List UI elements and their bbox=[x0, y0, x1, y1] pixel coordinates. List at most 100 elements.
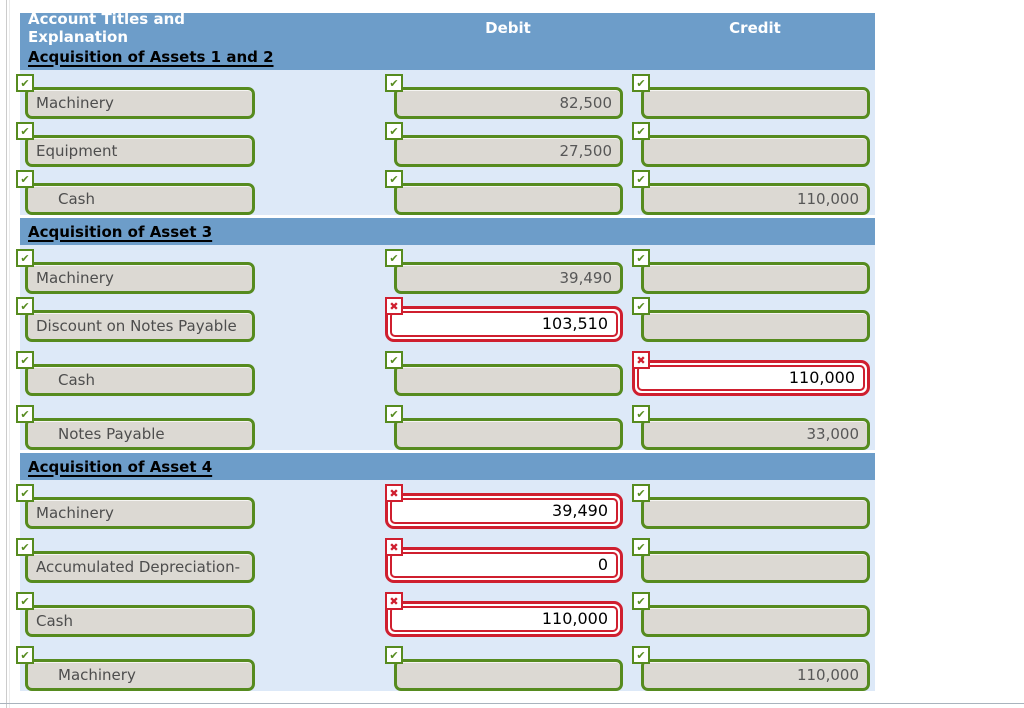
check-icon: ✔ bbox=[16, 249, 34, 267]
section-title-text: Acquisition of Assets 1 and 2 bbox=[28, 47, 274, 66]
debit-amount-input-incorrect[interactable]: 110,000 bbox=[385, 601, 623, 637]
journal-entry-table: Account Titles and Explanation Debit Cre… bbox=[16, 10, 875, 694]
check-icon: ✔ bbox=[16, 351, 34, 369]
credit-cell: ✔ bbox=[632, 74, 870, 119]
account-cell: ✔ Cash bbox=[16, 351, 255, 396]
check-icon: ✔ bbox=[16, 646, 34, 664]
account-title-input[interactable]: Accumulated Depreciation- bbox=[25, 551, 255, 583]
credit-amount-input[interactable] bbox=[641, 497, 870, 529]
check-icon: ✔ bbox=[16, 74, 34, 92]
debit-amount-input[interactable] bbox=[394, 183, 623, 215]
check-icon: ✔ bbox=[16, 405, 34, 423]
debit-cell: ✔ bbox=[385, 170, 623, 215]
account-cell: ✔ Machinery bbox=[16, 74, 255, 119]
credit-cell: ✖ 110,000 bbox=[632, 351, 870, 396]
check-icon: ✔ bbox=[385, 122, 403, 140]
debit-amount-input-incorrect[interactable]: 0 bbox=[385, 547, 623, 583]
credit-cell: ✔ bbox=[632, 538, 870, 583]
credit-amount-input[interactable] bbox=[641, 135, 870, 167]
account-title-input[interactable]: Machinery bbox=[25, 87, 255, 119]
debit-amount-input[interactable]: 27,500 bbox=[394, 135, 623, 167]
check-icon: ✔ bbox=[632, 484, 650, 502]
credit-amount-input[interactable] bbox=[641, 551, 870, 583]
credit-amount-input[interactable] bbox=[641, 605, 870, 637]
account-title-input[interactable]: Machinery bbox=[25, 659, 255, 691]
account-title-input[interactable]: Discount on Notes Payable bbox=[25, 310, 255, 342]
debit-amount-input[interactable]: 82,500 bbox=[394, 87, 623, 119]
check-icon: ✔ bbox=[632, 297, 650, 315]
check-icon: ✔ bbox=[632, 592, 650, 610]
section-rows: ✔ Machinery ✔ 82,500 ✔ ✔ Equipment ✔ 27,500 ✔ ✔ Cas… bbox=[16, 70, 875, 215]
debit-cell: ✔ bbox=[385, 351, 623, 396]
credit-amount-value[interactable]: 110,000 bbox=[637, 365, 865, 391]
credit-amount-input[interactable] bbox=[641, 310, 870, 342]
debit-amount-input[interactable]: 39,490 bbox=[394, 262, 623, 294]
debit-amount-input[interactable] bbox=[394, 418, 623, 450]
check-icon: ✔ bbox=[16, 170, 34, 188]
check-icon: ✔ bbox=[16, 538, 34, 556]
journal-row: ✔ Cash ✖ 110,000 ✔ bbox=[16, 592, 875, 637]
check-icon: ✔ bbox=[385, 405, 403, 423]
account-title-input[interactable]: Equipment bbox=[25, 135, 255, 167]
credit-cell: ✔ bbox=[632, 122, 870, 167]
account-cell: ✔ Cash bbox=[16, 592, 255, 637]
debit-cell: ✔ bbox=[385, 646, 623, 691]
credit-amount-input-incorrect[interactable]: 110,000 bbox=[632, 360, 870, 396]
check-icon: ✔ bbox=[632, 646, 650, 664]
credit-amount-input[interactable] bbox=[641, 262, 870, 294]
debit-cell: ✔ bbox=[385, 405, 623, 450]
debit-amount-input[interactable] bbox=[394, 364, 623, 396]
x-icon: ✖ bbox=[632, 351, 650, 369]
account-title-input[interactable]: Cash bbox=[25, 183, 255, 215]
account-cell: ✔ Accumulated Depreciation- bbox=[16, 538, 255, 583]
credit-cell: ✔ bbox=[632, 484, 870, 529]
account-cell: ✔ Cash bbox=[16, 170, 255, 215]
credit-cell: ✔ bbox=[632, 249, 870, 294]
account-title-input[interactable]: Notes Payable bbox=[25, 418, 255, 450]
debit-amount-input-incorrect[interactable]: 103,510 bbox=[385, 306, 623, 342]
credit-amount-input[interactable]: 33,000 bbox=[641, 418, 870, 450]
debit-amount-value[interactable]: 39,490 bbox=[390, 498, 618, 524]
x-icon: ✖ bbox=[385, 484, 403, 502]
account-title-input[interactable]: Cash bbox=[25, 605, 255, 637]
journal-row: ✔ Machinery ✔ ✔ 110,000 bbox=[16, 646, 875, 691]
journal-row: ✔ Machinery ✖ 39,490 ✔ bbox=[16, 484, 875, 529]
section-rows: ✔ Machinery ✖ 39,490 ✔ ✔ Accumulated Depreciat… bbox=[16, 480, 875, 691]
credit-amount-input[interactable] bbox=[641, 87, 870, 119]
section-rows: ✔ Machinery ✔ 39,490 ✔ ✔ Discount on Notes Pay… bbox=[16, 245, 875, 450]
check-icon: ✔ bbox=[16, 122, 34, 140]
account-cell: ✔ Machinery bbox=[16, 646, 255, 691]
column-header-debit: Debit bbox=[485, 19, 531, 37]
credit-amount-input[interactable]: 110,000 bbox=[641, 659, 870, 691]
credit-amount-input[interactable]: 110,000 bbox=[641, 183, 870, 215]
debit-amount-input-incorrect[interactable]: 39,490 bbox=[385, 493, 623, 529]
section-title: Acquisition of Asset 4 bbox=[20, 453, 875, 480]
check-icon: ✔ bbox=[632, 538, 650, 556]
check-icon: ✔ bbox=[632, 122, 650, 140]
account-title-input[interactable]: Cash bbox=[25, 364, 255, 396]
check-icon: ✔ bbox=[385, 170, 403, 188]
debit-cell: ✔ 27,500 bbox=[385, 122, 623, 167]
debit-cell: ✖ 103,510 bbox=[385, 297, 623, 342]
check-icon: ✔ bbox=[632, 74, 650, 92]
section-acquisition-asset-3: Acquisition of Asset 3 ✔ Machinery ✔ 39,490… bbox=[16, 218, 875, 450]
debit-amount-value[interactable]: 110,000 bbox=[390, 606, 618, 632]
journal-row: ✔ Cash ✔ ✖ 110,000 bbox=[16, 351, 875, 396]
check-icon: ✔ bbox=[385, 646, 403, 664]
journal-row: ✔ Equipment ✔ 27,500 ✔ bbox=[16, 122, 875, 167]
table-column-header: Account Titles and Explanation Debit Cre… bbox=[20, 10, 875, 46]
check-icon: ✔ bbox=[632, 405, 650, 423]
debit-amount-input[interactable] bbox=[394, 659, 623, 691]
check-icon: ✔ bbox=[632, 170, 650, 188]
debit-amount-value[interactable]: 0 bbox=[390, 552, 618, 578]
check-icon: ✔ bbox=[385, 249, 403, 267]
page-left-border-line bbox=[6, 0, 7, 708]
account-title-input[interactable]: Machinery bbox=[25, 497, 255, 529]
check-icon: ✔ bbox=[385, 351, 403, 369]
account-title-input[interactable]: Machinery bbox=[25, 262, 255, 294]
account-cell: ✔ Equipment bbox=[16, 122, 255, 167]
debit-amount-value[interactable]: 103,510 bbox=[390, 311, 618, 337]
journal-row: ✔ Discount on Notes Payable ✖ 103,510 ✔ bbox=[16, 297, 875, 342]
account-cell: ✔ Machinery bbox=[16, 484, 255, 529]
journal-row: ✔ Machinery ✔ 39,490 ✔ bbox=[16, 249, 875, 294]
